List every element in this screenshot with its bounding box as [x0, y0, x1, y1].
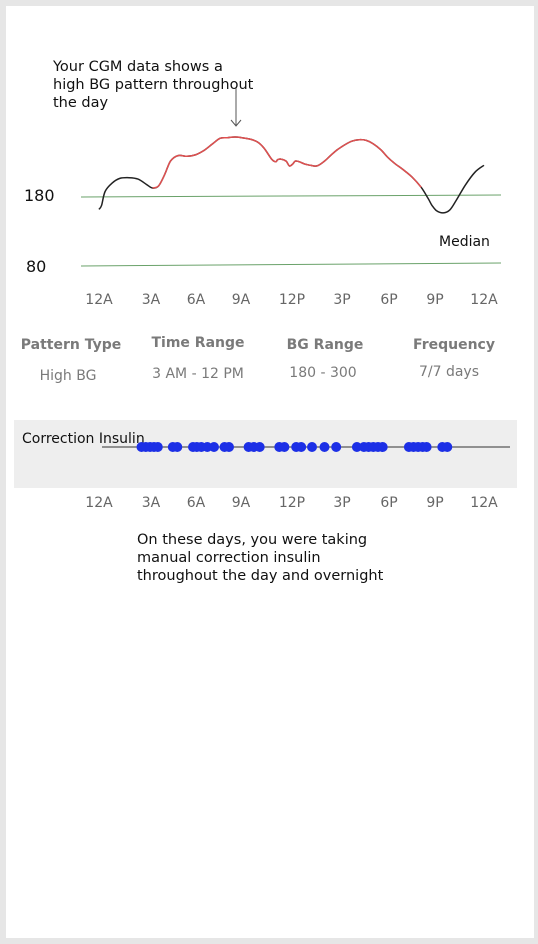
bg-line-chart	[80, 136, 502, 267]
x-tick-label: 6P	[380, 495, 398, 511]
annotation-top-line: high BG pattern throughout	[53, 77, 254, 93]
x-tick-label: 12A	[470, 292, 498, 308]
median-curve-high-segment	[152, 136, 422, 189]
insulin-dose-dot	[331, 442, 342, 452]
x-tick-label: 9P	[426, 495, 444, 511]
annotation-bottom: On these days, you were taking manual co…	[137, 531, 383, 585]
x-tick-label: 6A	[186, 292, 206, 308]
x-tick-label: 3P	[333, 292, 351, 308]
x-tick-label: 12P	[278, 292, 306, 308]
x-tick-label: 9P	[426, 292, 444, 308]
median-label: Median	[439, 234, 490, 250]
annotation-bottom-line: throughout the day and overnight	[137, 568, 384, 584]
annotation-top-line: the day	[53, 95, 109, 111]
insulin-dose-dot	[442, 442, 453, 452]
insulin-dose-dot	[307, 442, 317, 452]
correction-insulin-label: Correction Insulin	[22, 431, 145, 447]
annotation-top-line: Your CGM data shows a	[53, 59, 223, 75]
insulin-dose-dot	[319, 442, 330, 452]
x-tick-label: 6A	[186, 495, 206, 511]
insulin-dose-dot	[209, 442, 219, 452]
stat-value-pattern-type: High BG	[39, 368, 97, 384]
median-curve	[98, 136, 485, 214]
x-tick-label: 9A	[231, 495, 251, 511]
x-tick-label: 12P	[278, 495, 306, 511]
insulin-dose-dot	[224, 442, 234, 452]
x-tick-label: 3P	[333, 495, 351, 511]
insulin-dose-dot	[152, 442, 163, 452]
annotation-top: Your CGM data shows a high BG pattern th…	[53, 58, 253, 112]
stat-header-pattern-type: Pattern Type	[20, 337, 122, 353]
insulin-dose-dot	[172, 442, 183, 452]
y-label-80: 80	[26, 257, 47, 276]
insulin-dot-chart	[102, 442, 510, 452]
stat-value-frequency: 7/7 days	[418, 364, 480, 380]
x-tick-label: 9A	[231, 292, 251, 308]
stat-value-time-range: 3 AM - 12 PM	[152, 366, 244, 382]
reference-line-80	[80, 262, 502, 267]
x-tick-label: 12A	[85, 292, 113, 308]
correction-insulin-band	[14, 420, 517, 488]
stat-header-bg-range: BG Range	[286, 337, 364, 353]
annotation-bottom-line: On these days, you were taking	[137, 532, 368, 548]
insulin-dose-dot	[296, 442, 307, 452]
stat-header-time-range: Time Range	[151, 335, 245, 351]
x-tick-label: 3A	[141, 292, 161, 308]
x-tick-label: 12A	[470, 495, 498, 511]
x-tick-label: 3A	[141, 495, 161, 511]
annotation-bottom-line: manual correction insulin	[137, 550, 321, 566]
insulin-dose-dot	[254, 442, 265, 452]
insulin-dose-dot	[351, 442, 362, 452]
page-container: Your CGM data shows a high BG pattern th…	[6, 6, 534, 938]
y-label-180: 180	[24, 186, 55, 205]
annotation-arrow	[230, 88, 242, 127]
x-tick-label: 12A	[85, 495, 113, 511]
stat-header-frequency: Frequency	[413, 337, 495, 353]
insulin-dose-dot	[279, 442, 290, 452]
x-tick-label: 6P	[380, 292, 398, 308]
reference-line-180	[80, 194, 502, 198]
insulin-dose-dot	[377, 442, 388, 452]
insulin-dose-dot	[421, 442, 432, 452]
stat-value-bg-range: 180 - 300	[289, 365, 357, 381]
